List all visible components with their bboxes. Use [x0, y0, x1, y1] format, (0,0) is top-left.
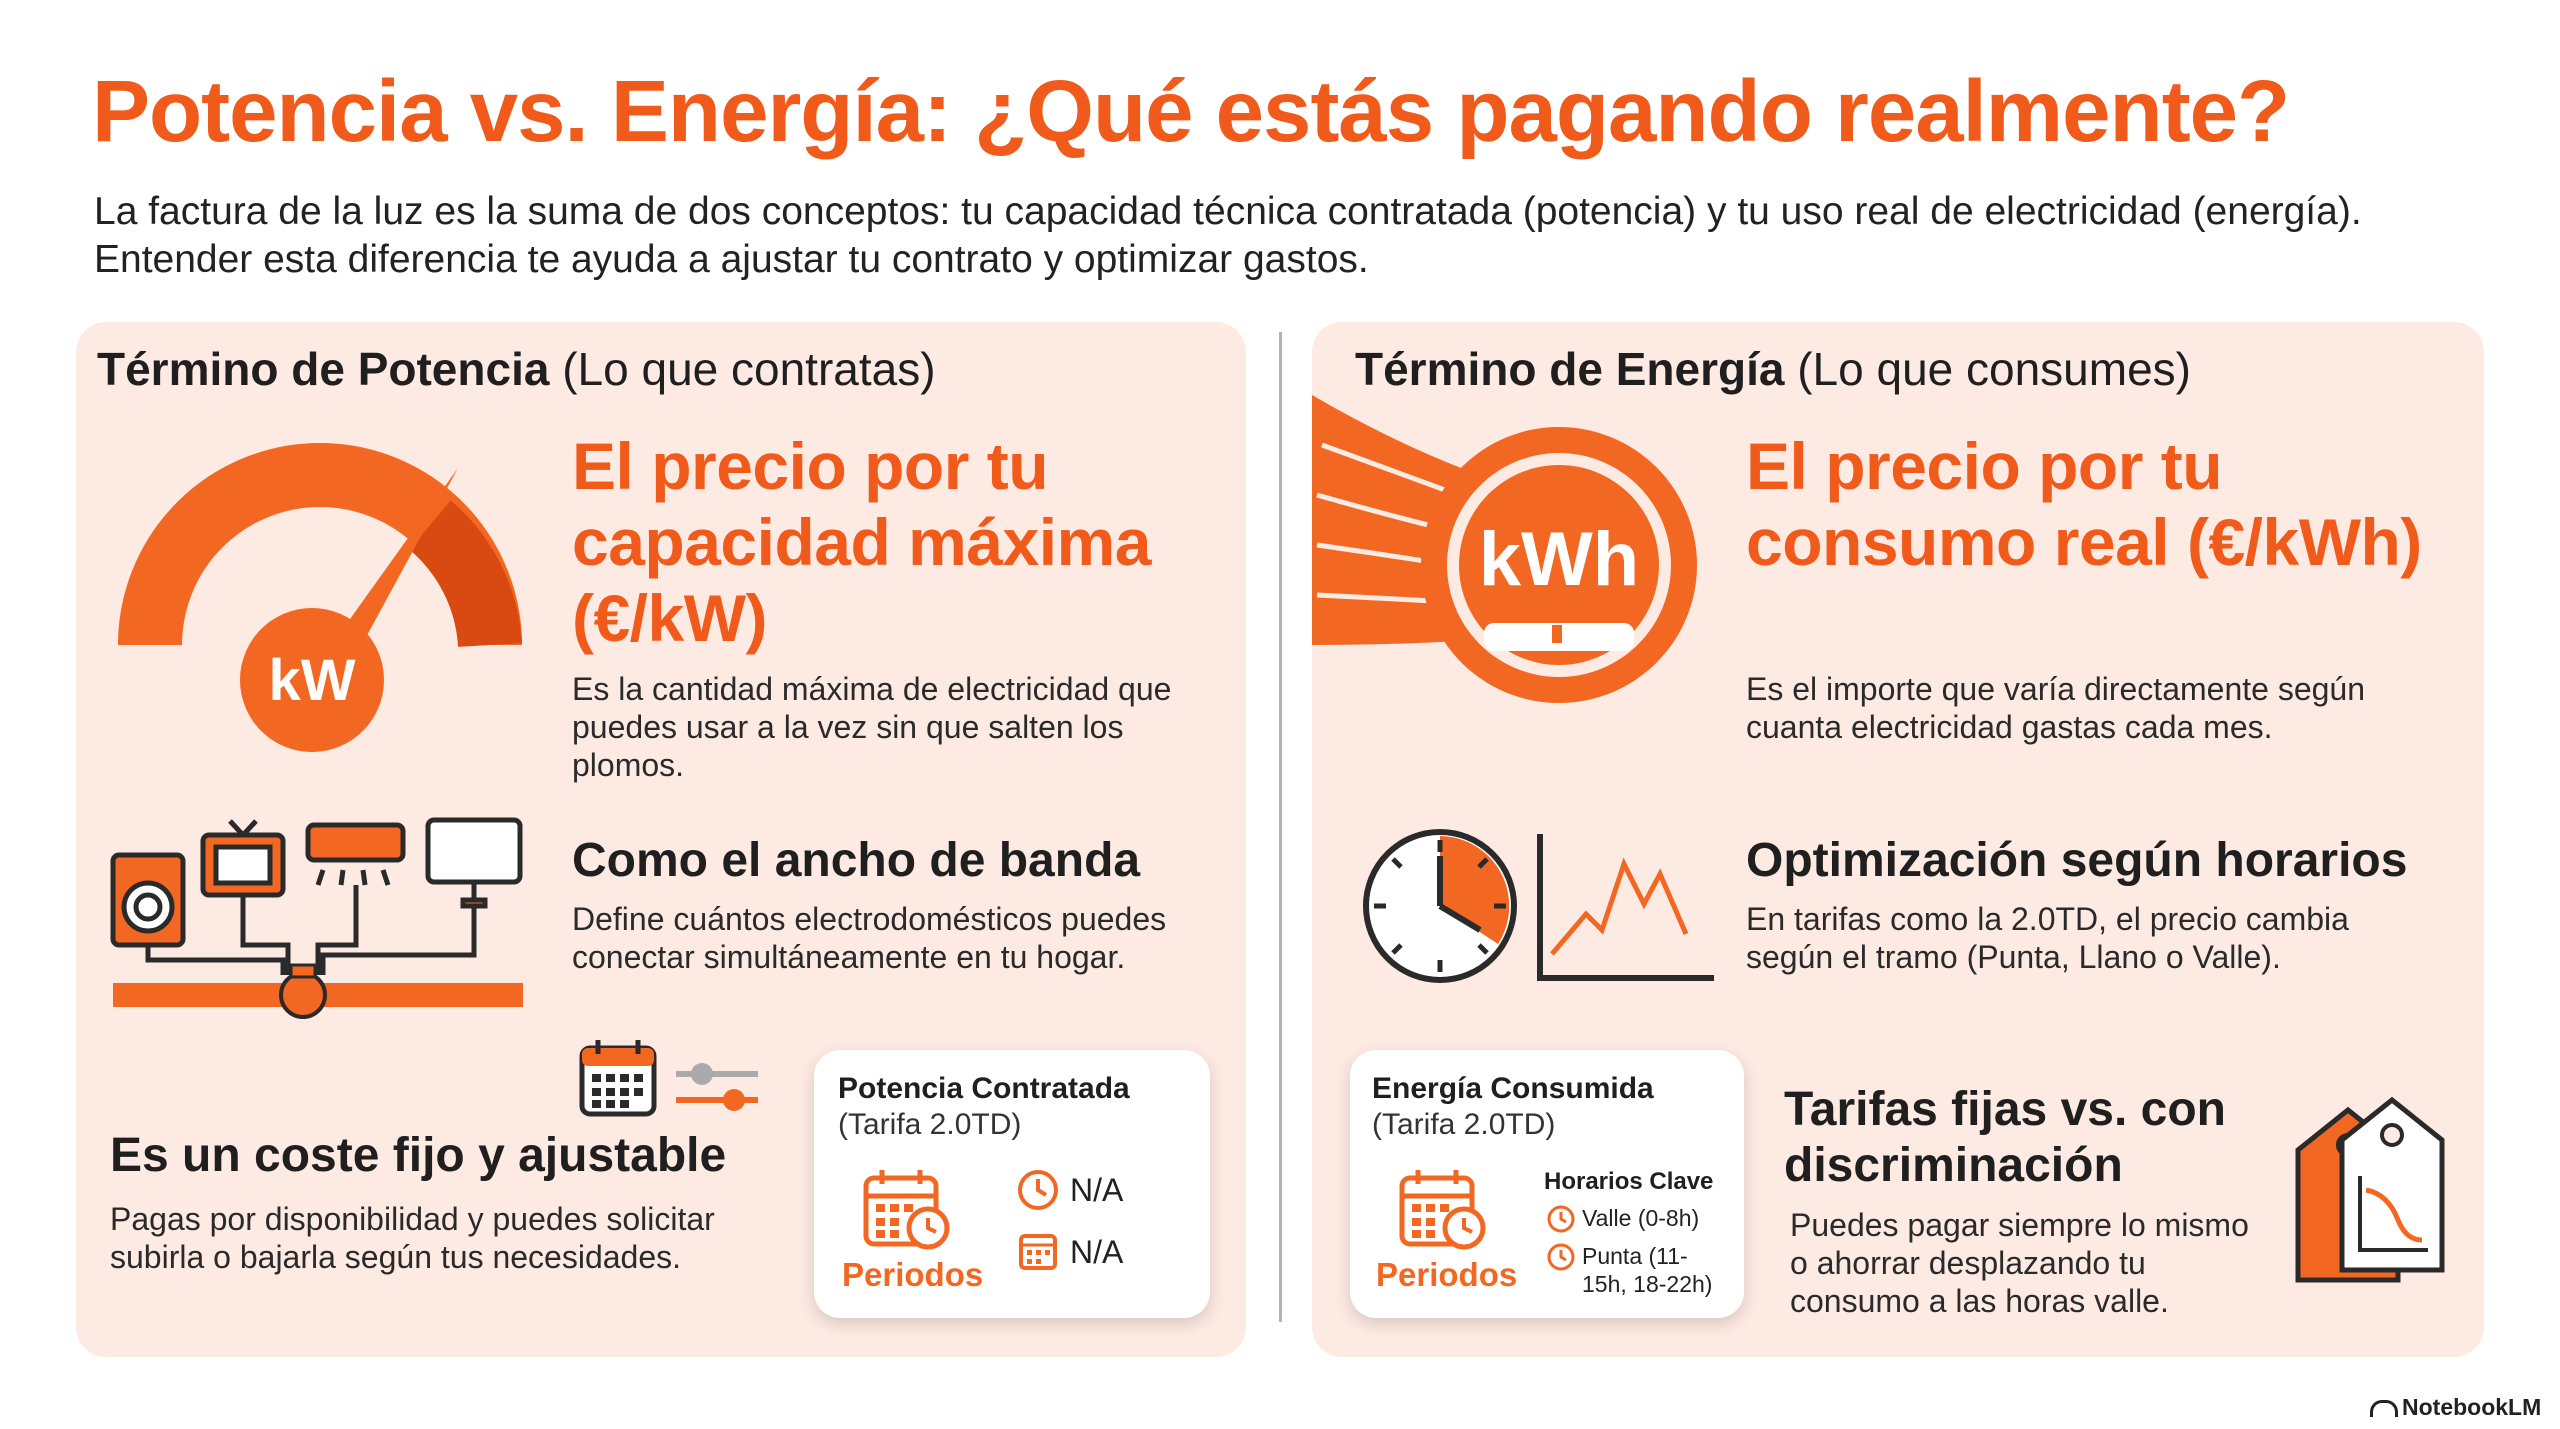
energia-heading-bold: Término de Energía: [1355, 343, 1785, 395]
panel-divider: [1279, 332, 1282, 1322]
key-hours-title: Horarios Clave: [1544, 1168, 1714, 1195]
energia-heading: Término de Energía (Lo que consumes): [1355, 342, 2191, 396]
clock-small-icon: [1547, 1205, 1575, 1233]
schedule-title: Optimización según horarios: [1746, 834, 2408, 887]
meter-icon: kWh: [1312, 395, 1697, 703]
value-na-2: N/A: [1070, 1234, 1124, 1270]
page-title: Potencia vs. Energía: ¿Qué estás pagando…: [92, 63, 2290, 160]
bandwidth-title: Como el ancho de banda: [572, 834, 1141, 887]
bandwidth-desc: Define cuántos electrodomésticos puedes …: [572, 901, 1167, 975]
energia-big-title: El precio por tu consumo real (€/kWh): [1746, 429, 2422, 579]
potencia-big-title: El precio por tu capacidad máxima (€/kW): [572, 429, 1151, 655]
notebooklm-logo-icon: [2370, 1400, 2398, 1418]
schedule-desc: En tarifas como la 2.0TD, el precio camb…: [1746, 901, 2349, 975]
brand-label: NotebookLM: [2402, 1394, 2542, 1420]
periods-label: Periodos: [842, 1256, 984, 1293]
punta-hours: Punta (11-15h, 18-22h): [1582, 1243, 1713, 1297]
calendar-small-icon: [1019, 1234, 1057, 1270]
card-title: Potencia Contratada: [838, 1072, 1130, 1105]
potencia-big-desc: Es la cantidad máxima de electricidad qu…: [572, 671, 1172, 783]
clock-icon: [1363, 829, 1517, 983]
meter-label: kWh: [1479, 517, 1639, 602]
calendar-clock-icon: [1399, 1170, 1486, 1250]
price-tag-icon: [2295, 1096, 2445, 1283]
potencia-heading: Término de Potencia (Lo que contratas): [97, 342, 936, 396]
potencia-heading-bold: Término de Potencia: [97, 343, 550, 395]
card-title: Energía Consumida: [1372, 1072, 1654, 1105]
potencia-heading-rest: (Lo que contratas): [562, 343, 936, 395]
potencia-contratada-card: Potencia Contratada (Tarifa 2.0TD) Perio…: [814, 1050, 1210, 1318]
gauge-label: kW: [269, 648, 356, 713]
clock-small-icon: [1018, 1170, 1058, 1210]
fixed-cost-title: Es un coste fijo y ajustable: [110, 1129, 727, 1182]
energia-heading-rest: (Lo que consumes): [1797, 343, 2191, 395]
value-na-1: N/A: [1070, 1172, 1124, 1208]
periods-label: Periodos: [1376, 1256, 1518, 1293]
gauge-icon: kW: [118, 443, 522, 752]
card-subtitle: (Tarifa 2.0TD): [838, 1108, 1022, 1141]
page-subtitle: La factura de la luz es la suma de dos c…: [94, 190, 2362, 281]
notebooklm-brand: NotebookLM: [2370, 1394, 2541, 1421]
slider-icon: [676, 1063, 758, 1111]
calendar-clock-icon: [863, 1170, 950, 1250]
energia-consumida-card: Energía Consumida (Tarifa 2.0TD) Periodo…: [1350, 1050, 1744, 1318]
energia-big-desc: Es el importe que varía directamente seg…: [1746, 671, 2365, 745]
clock-small-icon: [1547, 1243, 1575, 1271]
valle-hours: Valle (0-8h): [1582, 1205, 1700, 1231]
tariffs-desc: Puedes pagar siempre lo mismo o ahorrar …: [1790, 1207, 2249, 1319]
card-subtitle: (Tarifa 2.0TD): [1372, 1108, 1556, 1141]
calendar-icon: [579, 1040, 657, 1117]
tariffs-title: Tarifas fijas vs. con discriminación: [1784, 1083, 2226, 1192]
chart-line-icon: [1537, 834, 1714, 981]
appliances-icon: [110, 817, 523, 1019]
fixed-cost-desc: Pagas por disponibilidad y puedes solici…: [110, 1201, 715, 1275]
